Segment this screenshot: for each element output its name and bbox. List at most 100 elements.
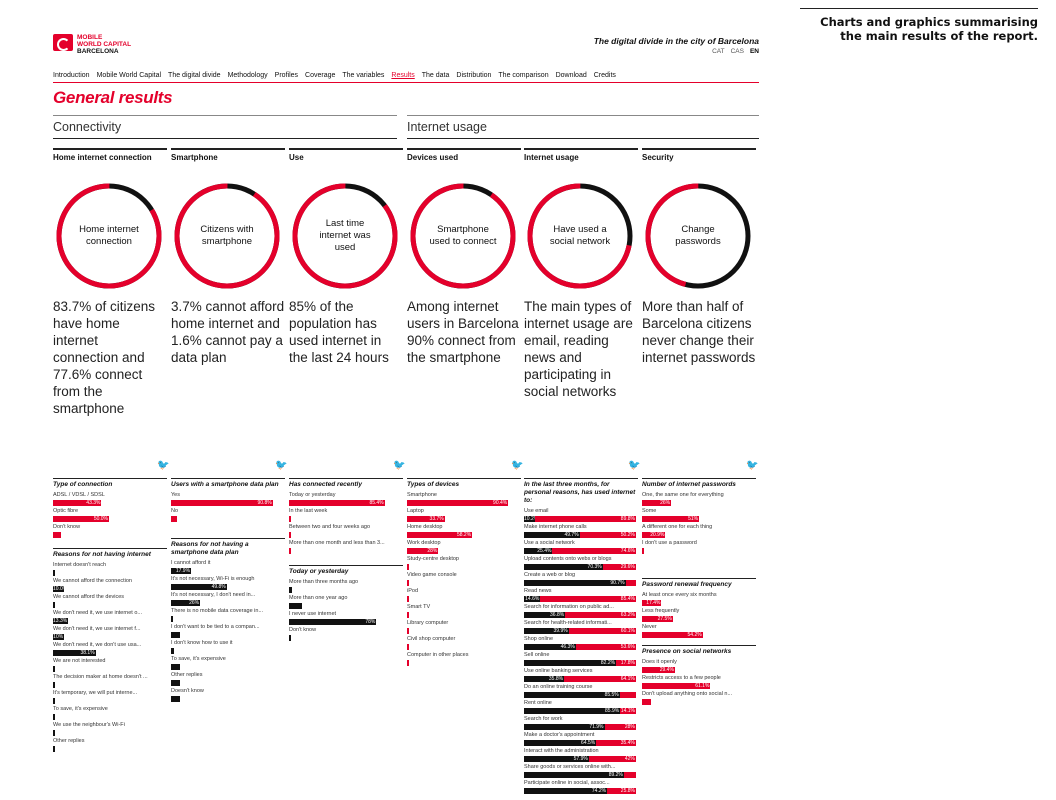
stat-bar: 85.9% 14.1% xyxy=(524,708,638,714)
stat-row: Does it openly 29.4% xyxy=(642,659,756,673)
stat-bar-segment xyxy=(53,532,61,538)
stat-row: Study-centre desktop xyxy=(407,556,521,570)
stat-row: Shop online 46.3% 53.6% xyxy=(524,636,638,650)
stat-bar: 14.6% 85.4% xyxy=(524,596,638,602)
donut-label: Smartphone used to connect xyxy=(429,224,497,247)
stat-bar-segment xyxy=(407,660,409,666)
stat-bar-segment xyxy=(289,603,303,609)
stat-row: Restricts access to a few people 61.1% xyxy=(642,675,756,689)
stat-bar-segment xyxy=(289,587,293,593)
nav-item-the-variables[interactable]: The variables xyxy=(342,72,385,79)
stat-label: Internet doesn't reach xyxy=(53,562,107,568)
nav-item-credits[interactable]: Credits xyxy=(593,72,616,79)
stat-row: In the last week xyxy=(289,508,403,522)
nav-item-the-digital-divide[interactable]: The digital divide xyxy=(168,72,221,79)
nav-item-mobile-world-capital[interactable]: Mobile World Capital xyxy=(96,72,162,79)
stat-bar-segment: 64.5% xyxy=(524,740,597,746)
stat-bar: 82.2% 17.8% xyxy=(524,660,638,666)
twitter-share-icon[interactable]: 🐦 xyxy=(628,460,641,471)
mwc-logo-icon xyxy=(53,34,73,51)
stat-label: It's not necessary, I don't need in... xyxy=(171,592,256,598)
stat-bar-segment: 35.4% xyxy=(596,740,636,746)
twitter-share-icon[interactable]: 🐦 xyxy=(511,460,524,471)
stat-label: More than three months ago xyxy=(289,579,359,585)
nav-item-the-comparison[interactable]: The comparison xyxy=(498,72,549,79)
lang-cas[interactable]: CAS xyxy=(730,48,744,55)
stat-label: Does it openly xyxy=(642,659,677,665)
stat-bar: 27.5% xyxy=(642,616,756,622)
stat-bar-segment xyxy=(642,699,651,705)
stat-label: Civil shop computer xyxy=(407,636,456,642)
nav-item-coverage[interactable]: Coverage xyxy=(305,72,336,79)
stat-row: We are not interested xyxy=(53,658,167,672)
nav-item-distribution[interactable]: Distribution xyxy=(456,72,492,79)
nav-item-the-data[interactable]: The data xyxy=(421,72,450,79)
lang-en[interactable]: EN xyxy=(749,48,759,55)
stat-label: Less frequently xyxy=(642,608,680,614)
stat-bar-segment: 85.9% xyxy=(524,708,621,714)
headline-text: Among internet users in Barcelona 90% co… xyxy=(407,299,519,365)
stat-bar-segment: 42% xyxy=(588,756,636,762)
stat-bar xyxy=(171,516,285,522)
stat-bar-segment: 35.8% xyxy=(524,676,565,682)
stat-bar xyxy=(171,664,285,670)
section-connectivity: Connectivity xyxy=(53,115,397,139)
stat-row: One, the same one for everything 26% xyxy=(642,492,756,506)
stat-bar-segment: 43.3% xyxy=(53,500,102,506)
stat-row: Create a web or blog 90.7% xyxy=(524,572,638,586)
nav-item-results[interactable]: Results xyxy=(391,72,415,79)
stat-label: Some xyxy=(642,508,657,514)
stat-label: There is no mobile data coverage in... xyxy=(171,608,264,614)
stat-label: I don't know how to use it xyxy=(171,640,233,646)
nav-item-introduction[interactable]: Introduction xyxy=(53,72,90,79)
stat-row: Don't know xyxy=(53,524,167,538)
stat-bar-segment: 74.2% xyxy=(524,788,608,794)
stat-label: Read news xyxy=(524,588,552,594)
stat-bar: 74.2% 25.8% xyxy=(524,788,638,794)
stat-row: Search for information on public ad... 36… xyxy=(524,604,638,618)
headline-text: 83.7% of citizens have home internet con… xyxy=(53,299,156,416)
donut-value-arc xyxy=(645,183,751,289)
stat-row: I never use internet 78% xyxy=(289,611,403,625)
stat-label: Create a web or blog xyxy=(524,572,576,578)
stat-bar-segment: 17.9% xyxy=(171,568,192,574)
twitter-share-icon[interactable]: 🐦 xyxy=(157,460,170,471)
lang-cat[interactable]: CAT xyxy=(712,48,725,55)
nav-item-download[interactable]: Download xyxy=(555,72,587,79)
stats-block-title: Users with a smartphone data plan xyxy=(171,478,285,489)
stat-bar-segment: 10% xyxy=(53,634,65,640)
stat-bar-segment: 61.1% xyxy=(642,683,711,689)
donut-svg xyxy=(410,183,516,289)
nav-item-profiles[interactable]: Profiles xyxy=(274,72,299,79)
stat-label: Don't know xyxy=(53,524,81,530)
stat-bar-segment xyxy=(171,680,180,686)
stat-row: Smartphone 90.4% xyxy=(407,492,521,506)
stat-bar-segment: 57.9% xyxy=(524,756,589,762)
twitter-share-icon[interactable]: 🐦 xyxy=(393,460,406,471)
stat-bar-segment xyxy=(407,612,409,618)
donut-svg xyxy=(527,183,633,289)
stat-label: Interact with the administration xyxy=(524,748,599,754)
stat-bar xyxy=(289,532,403,538)
stat-bar xyxy=(289,587,403,593)
results-column: Home internet connection Home internet co… xyxy=(53,148,170,798)
stat-bar-segment: 20.9% xyxy=(642,532,666,538)
stat-bar-segment xyxy=(53,746,56,752)
stat-bar xyxy=(171,616,285,622)
stat-bar-segment xyxy=(619,692,636,698)
stat-bar xyxy=(289,603,403,609)
stat-row: Some 51% xyxy=(642,508,756,522)
stat-bar: 38.1% xyxy=(53,650,167,656)
stat-bar: 49.7% 50.2% xyxy=(524,532,638,538)
page-title: General results xyxy=(53,88,173,107)
stat-row: More than three months ago xyxy=(289,579,403,593)
stat-bar: 85.4% xyxy=(289,500,403,506)
stat-bar xyxy=(53,746,167,752)
stat-bar-segment xyxy=(407,580,409,586)
stat-row: I don't want to be tied to a compan... xyxy=(171,624,285,638)
stats-block: Number of internet passwords One, the sam… xyxy=(642,478,756,556)
twitter-share-icon[interactable]: 🐦 xyxy=(275,460,288,471)
twitter-share-icon[interactable]: 🐦 xyxy=(746,460,759,471)
stat-bar-segment xyxy=(53,666,56,672)
nav-item-methodology[interactable]: Methodology xyxy=(227,72,268,79)
